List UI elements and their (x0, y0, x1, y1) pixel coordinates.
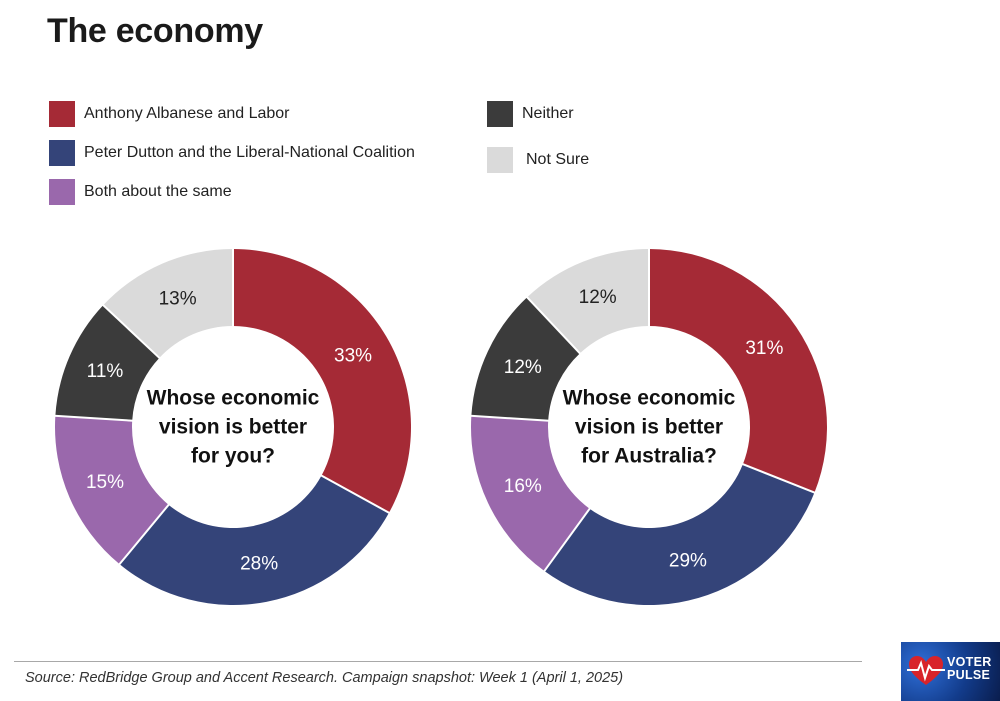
heartbeat-icon (907, 656, 945, 685)
donut-2-label-not-sure: 12% (579, 287, 617, 308)
logo-text: VOTER PULSE (947, 656, 992, 682)
donut-2-slice-both-same (471, 415, 590, 572)
donut-2-center-text-line-1: Whose economic (563, 387, 736, 410)
donut-2-separator-2 (741, 462, 816, 494)
logo-line1: VOTER (947, 655, 992, 669)
donut-1-center-text-line-2: vision is better (159, 416, 307, 439)
donut-2-slice-coalition (544, 464, 815, 606)
donut-1-separator-2 (320, 474, 391, 515)
donut-2-slice-not-sure (527, 249, 649, 354)
legend-item-not-sure: Not Sure (487, 147, 589, 173)
legend-item-neither: Neither (487, 101, 574, 127)
donut-2-label-neither: 12% (504, 357, 542, 378)
legend-label-both-same: Both about the same (84, 183, 232, 200)
donut-2-center-text-line-2: vision is better (575, 416, 723, 439)
voter-pulse-logo: VOTER PULSE (901, 642, 1000, 701)
donut-1-center-text-line-1: Whose economic (147, 387, 320, 410)
legend-label-coalition: Peter Dutton and the Liberal-National Co… (84, 144, 415, 161)
donut-1-center-text-line-3: for you? (191, 445, 275, 468)
legend-label-not-sure: Not Sure (526, 151, 590, 168)
donut-2-separator-4 (470, 414, 550, 422)
donut-1-label-both-same: 15% (86, 472, 124, 493)
logo-line2: PULSE (947, 668, 991, 682)
donut-2-center-text-line-3: for Australia? (581, 445, 717, 468)
donut-1-slice-not-sure (103, 249, 233, 358)
legend-item-labor: Anthony Albanese and Labor (49, 101, 290, 127)
donut-1-separator-3 (118, 503, 171, 566)
donut-2-separator-3 (542, 507, 592, 573)
source-note: Source: RedBridge Group and Accent Resea… (25, 670, 624, 686)
legend-label-neither: Neither (522, 105, 574, 122)
legend-item-both-same: Both about the same (49, 179, 232, 205)
donut-1-slice-both-same (55, 415, 169, 565)
legend-swatch-not-sure (487, 147, 513, 173)
donut-2-label-both-same: 16% (504, 476, 542, 497)
legend-swatch-labor (49, 101, 75, 127)
legend-item-coalition: Peter Dutton and the Liberal-National Co… (49, 140, 415, 166)
donut-1-separator-5 (101, 303, 161, 360)
source-divider (14, 661, 862, 662)
donut-chart-2: 31% 29% 16% 12% 12% Whose economic vision is b… (470, 248, 828, 606)
donut-2-separator-5 (525, 295, 582, 355)
donut-1-slice-labor (233, 249, 411, 513)
donut-1-label-coalition: 28% (240, 554, 278, 575)
donut-1-label-not-sure: 13% (159, 288, 197, 309)
donut-1-separator-4 (54, 414, 134, 422)
donut-chart-1: 33% 28% 15% 11% 13% Whose economic vision is b… (54, 248, 411, 605)
donut-2-label-labor: 31% (745, 338, 783, 359)
legend-swatch-coalition (49, 140, 75, 166)
donut-2-slice-labor (649, 249, 828, 493)
donut-charts: 33% 28% 15% 11% 13% Whose economic vision is b… (54, 248, 828, 606)
legend-label-labor: Anthony Albanese and Labor (84, 105, 290, 122)
legend-swatch-both-same (49, 179, 75, 205)
donut-1-label-labor: 33% (334, 345, 372, 366)
page-title: The economy (47, 12, 263, 50)
donut-1-label-neither: 11% (87, 361, 124, 382)
donut-2-label-coalition: 29% (669, 550, 707, 571)
donut-2-slice-neither (471, 297, 580, 421)
donut-1-slice-coalition (119, 475, 389, 605)
legend-swatch-neither (487, 101, 513, 127)
